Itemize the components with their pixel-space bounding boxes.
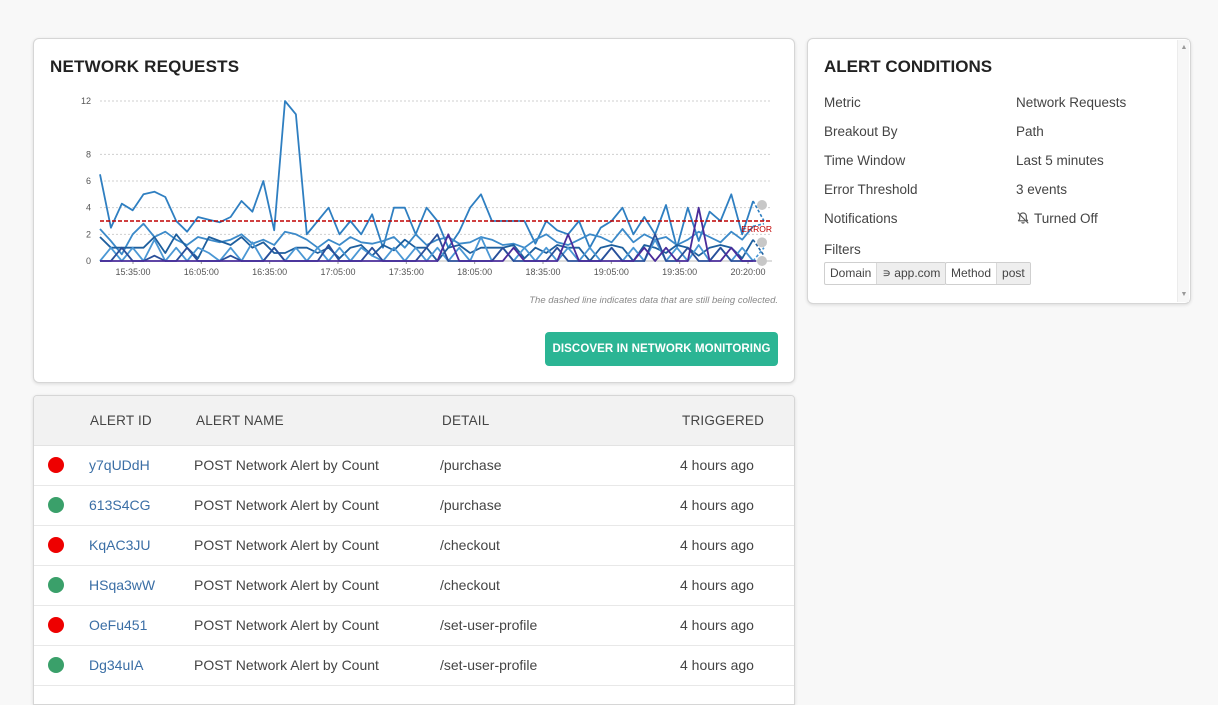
filter-key: Method	[951, 266, 992, 280]
alert-conditions-title: ALERT CONDITIONS	[824, 57, 993, 76]
alert-name: POST Network Alert by Count	[194, 537, 379, 553]
status-dot	[48, 457, 64, 473]
condition-label: Error Threshold	[824, 182, 918, 197]
condition-label: Time Window	[824, 153, 906, 168]
table-row[interactable]: Dg34uIA POST Network Alert by Count/set-u…	[34, 646, 794, 686]
scroll-down-arrow-icon[interactable]: ▼	[1180, 291, 1188, 298]
table-header: ALERT ID ALERT NAME DETAIL TRIGGERED	[34, 396, 794, 446]
condition-value: Turned Off	[1016, 211, 1098, 226]
bell-off-icon	[1017, 212, 1029, 224]
x-tick-label: 16:35:00	[252, 267, 287, 277]
x-tick-label: 17:35:00	[389, 267, 424, 277]
filter-value: post	[996, 263, 1030, 284]
scroll-up-arrow-icon[interactable]: ▲	[1180, 44, 1188, 51]
column-header-detail[interactable]: DETAIL	[442, 413, 490, 428]
table-row[interactable]: OeFu451 POST Network Alert by Count/set-u…	[34, 606, 794, 646]
table-row[interactable]: HSqa3wW POST Network Alert by Count/check…	[34, 566, 794, 606]
alert-id-link[interactable]: KqAC3JU	[89, 537, 151, 553]
y-tick-label: 2	[86, 229, 91, 239]
alert-id-link[interactable]: 613S4CG	[89, 497, 151, 513]
y-tick-label: 0	[86, 256, 91, 266]
alert-detail: /purchase	[440, 497, 502, 513]
status-dot	[48, 497, 64, 513]
table-row[interactable]: y7qUDdH POST Network Alert by Count/purch…	[34, 446, 794, 486]
status-dot	[48, 617, 64, 633]
series-line	[100, 206, 754, 262]
x-tick-label: 15:35:00	[115, 267, 150, 277]
alert-triggered: 4 hours ago	[680, 657, 754, 673]
x-tick-label: 18:05:00	[457, 267, 492, 277]
series-end-marker	[757, 256, 767, 266]
x-tick-label: 19:05:00	[594, 267, 629, 277]
alert-triggered: 4 hours ago	[680, 457, 754, 473]
filter-chip-domain: Domain ∍ app.com	[824, 262, 947, 285]
condition-value: 3 events	[1016, 182, 1068, 197]
filter-chip-method: Method post	[945, 262, 1031, 285]
alert-triggered: 4 hours ago	[680, 537, 754, 553]
condition-value: Network Requests	[1016, 95, 1127, 110]
condition-label: Breakout By	[824, 124, 898, 139]
filter-key: Domain	[830, 266, 872, 280]
column-header-alert-id[interactable]: ALERT ID	[90, 413, 152, 428]
series-line-partial	[752, 222, 765, 228]
y-tick-label: 8	[86, 149, 91, 159]
filters-label: Filters	[824, 242, 861, 257]
notifications-value-text: Turned Off	[1034, 211, 1098, 226]
y-tick-label: 4	[86, 203, 91, 213]
series-end-marker	[757, 237, 767, 248]
alert-detail: /checkout	[440, 577, 500, 593]
series-line	[99, 100, 754, 249]
alert-triggered: 4 hours ago	[680, 617, 754, 633]
alert-name: POST Network Alert by Count	[194, 577, 379, 593]
column-header-triggered[interactable]: TRIGGERED	[682, 413, 765, 428]
alert-conditions-panel: ALERT CONDITIONS Metric Network Requests…	[807, 38, 1191, 304]
alert-id-link[interactable]: HSqa3wW	[89, 577, 156, 593]
alerts-table: ALERT ID ALERT NAME DETAIL TRIGGERED y7q…	[33, 395, 795, 705]
alert-detail: /checkout	[440, 537, 500, 553]
condition-label: Notifications	[824, 211, 898, 226]
condition-value: Path	[1016, 124, 1044, 139]
x-tick-label: 19:35:00	[662, 267, 697, 277]
alert-detail: /purchase	[440, 457, 502, 473]
series-line-partial	[752, 200, 765, 222]
series-end-marker	[757, 200, 767, 210]
y-tick-label: 12	[81, 96, 91, 106]
x-tick-label: 17:05:00	[320, 267, 355, 277]
x-tick-label: 18:35:00	[525, 267, 560, 277]
alert-triggered: 4 hours ago	[680, 577, 754, 593]
filter-value: ∍ app.com	[876, 263, 946, 284]
status-dot	[48, 657, 64, 673]
status-dot	[48, 537, 64, 553]
condition-label: Metric	[824, 95, 861, 110]
chart-dashed-line-note: The dashed line indicates data that are …	[529, 295, 778, 306]
y-tick-label: 6	[86, 176, 91, 186]
alert-name: POST Network Alert by Count	[194, 457, 379, 473]
table-row[interactable]: KqAC3JU POST Network Alert by Count/check…	[34, 526, 794, 566]
series-line-partial	[752, 239, 765, 257]
network-requests-title: NETWORK REQUESTS	[50, 57, 240, 76]
panel-scrollbar[interactable]: ▲ ▼	[1177, 40, 1189, 302]
column-header-alert-name[interactable]: ALERT NAME	[196, 413, 284, 428]
alert-id-link[interactable]: Dg34uIA	[89, 657, 144, 673]
alert-name: POST Network Alert by Count	[194, 497, 379, 513]
series-line-partial	[752, 247, 765, 262]
alert-name: POST Network Alert by Count	[194, 657, 379, 673]
discover-in-network-monitoring-button[interactable]: DISCOVER IN NETWORK MONITORING	[545, 332, 778, 366]
network-requests-panel: NETWORK REQUESTS 0 2 4 6 8 12 15:35:00 16:05:00…	[33, 38, 795, 383]
table-row[interactable]: 613S4CG POST Network Alert by Count/purch…	[34, 486, 794, 526]
alert-detail: /set-user-profile	[440, 657, 538, 673]
error-threshold-label: ERROR	[741, 224, 772, 234]
status-dot	[48, 577, 64, 593]
network-requests-chart: 0 2 4 6 8 12 15:35:00 16:05:00 16:35:00 17:05:00 1…	[81, 96, 772, 277]
alert-id-link[interactable]: y7qUDdH	[89, 457, 150, 473]
x-tick-label: 16:05:00	[184, 267, 219, 277]
alert-id-link[interactable]: OeFu451	[89, 617, 148, 633]
alert-detail: /set-user-profile	[440, 617, 538, 633]
alert-name: POST Network Alert by Count	[194, 617, 379, 633]
x-tick-label: 20:20:00	[730, 267, 765, 277]
condition-value: Last 5 minutes	[1016, 153, 1104, 168]
alert-triggered: 4 hours ago	[680, 497, 754, 513]
series-line	[99, 222, 754, 256]
